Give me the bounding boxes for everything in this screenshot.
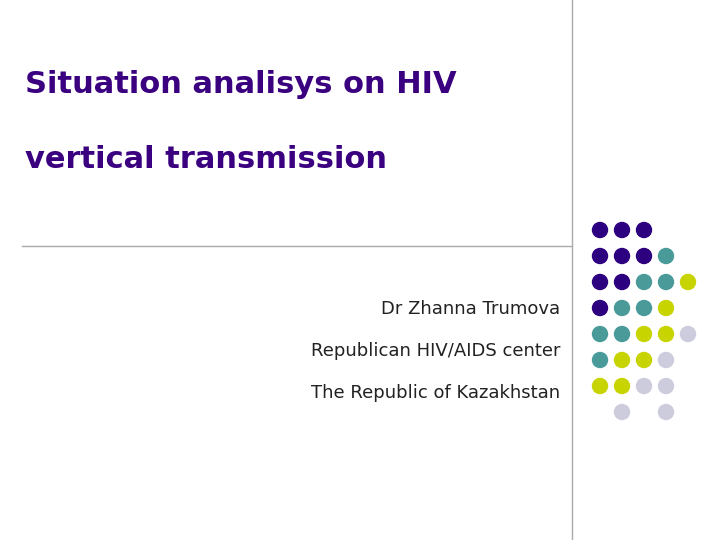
Circle shape: [614, 327, 629, 341]
Circle shape: [680, 327, 696, 341]
Circle shape: [614, 248, 629, 264]
Text: Republican HIV/AIDS center: Republican HIV/AIDS center: [311, 342, 560, 360]
Circle shape: [659, 327, 673, 341]
Text: Situation analisys on HIV: Situation analisys on HIV: [25, 70, 456, 99]
Circle shape: [614, 404, 629, 420]
Text: The Republic of Kazakhstan: The Republic of Kazakhstan: [311, 384, 560, 402]
Circle shape: [636, 379, 652, 394]
Circle shape: [659, 248, 673, 264]
Circle shape: [593, 248, 608, 264]
Circle shape: [636, 327, 652, 341]
Circle shape: [614, 274, 629, 289]
Circle shape: [593, 274, 608, 289]
Circle shape: [659, 379, 673, 394]
Circle shape: [593, 300, 608, 315]
Circle shape: [680, 274, 696, 289]
Text: vertical transmission: vertical transmission: [25, 145, 387, 174]
Circle shape: [593, 379, 608, 394]
Text: Dr Zhanna Trumova: Dr Zhanna Trumova: [382, 300, 560, 318]
Circle shape: [659, 353, 673, 368]
Circle shape: [614, 300, 629, 315]
Circle shape: [636, 274, 652, 289]
Circle shape: [659, 300, 673, 315]
Circle shape: [614, 379, 629, 394]
Circle shape: [636, 222, 652, 238]
Circle shape: [593, 222, 608, 238]
Circle shape: [636, 353, 652, 368]
Circle shape: [593, 353, 608, 368]
Circle shape: [636, 248, 652, 264]
Circle shape: [636, 300, 652, 315]
Circle shape: [593, 327, 608, 341]
Circle shape: [659, 274, 673, 289]
Circle shape: [614, 353, 629, 368]
Circle shape: [614, 222, 629, 238]
Circle shape: [659, 404, 673, 420]
